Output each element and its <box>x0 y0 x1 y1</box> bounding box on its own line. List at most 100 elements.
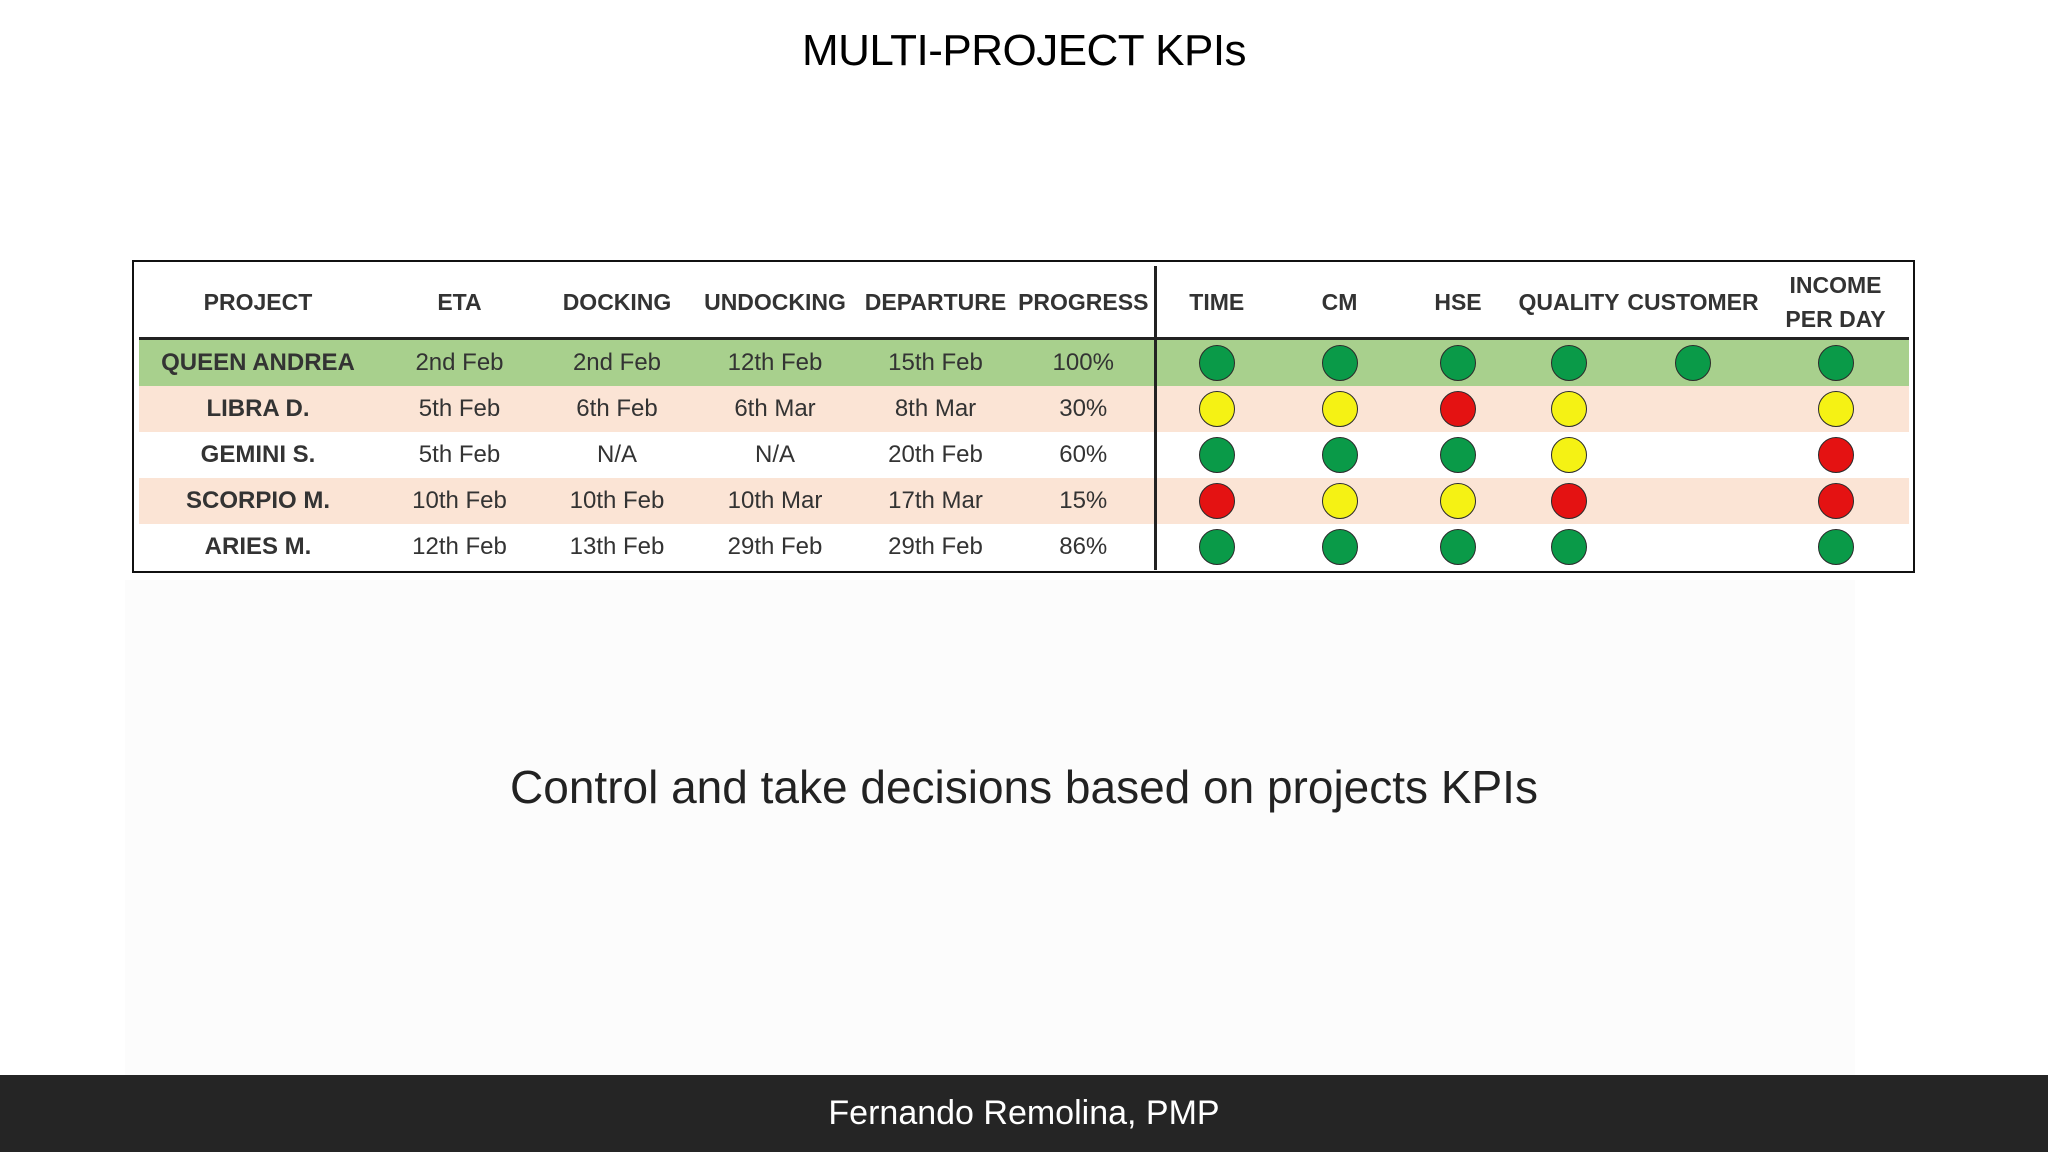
cell-project: ARIES M. <box>204 533 312 560</box>
cell-eta: 10th Feb <box>412 487 507 514</box>
cell-departure: 29th Feb <box>888 533 983 560</box>
cell-eta: 5th Feb <box>418 441 501 468</box>
cell-departure: 8th Mar <box>894 395 977 422</box>
footer-bar: Fernando Remolina, PMP <box>0 1075 2048 1152</box>
header-income-line1: INCOME <box>1789 271 1882 298</box>
cell-quality <box>1514 432 1624 478</box>
cell-departure: 17th Mar <box>888 487 983 514</box>
cell-income-per-day <box>1762 386 1909 432</box>
cell-docking: N/A <box>596 441 637 468</box>
green-status-indicator-icon <box>1440 437 1476 473</box>
cell-customer <box>1624 386 1762 432</box>
cell-income-per-day <box>1762 478 1909 524</box>
green-status-indicator-icon <box>1817 345 1854 381</box>
red-status-indicator-icon <box>1440 391 1476 427</box>
cell-time <box>1155 432 1277 478</box>
yellow-status-indicator-icon <box>1551 437 1587 473</box>
header-undocking: UNDOCKING <box>692 266 858 340</box>
cell-customer <box>1624 339 1762 387</box>
green-status-indicator-icon <box>1321 437 1358 473</box>
cell-cm <box>1277 339 1402 387</box>
green-status-indicator-icon <box>1440 345 1476 381</box>
cell-progress: 100% <box>1013 338 1157 386</box>
yellow-status-indicator-icon <box>1321 391 1358 427</box>
cell-hse <box>1402 386 1514 432</box>
cell-income-per-day <box>1762 524 1909 570</box>
cell-customer <box>1624 432 1762 478</box>
content-panel <box>125 580 1855 1075</box>
yellow-status-indicator-icon <box>1817 391 1854 427</box>
yellow-status-indicator-icon <box>1440 483 1476 519</box>
red-status-indicator-icon <box>1551 483 1587 519</box>
header-cm: CM <box>1277 266 1402 340</box>
red-status-indicator-icon <box>1817 483 1854 519</box>
green-status-indicator-icon <box>1198 529 1235 565</box>
table-row: QUEEN ANDREA 2nd Feb 2nd Feb 12th Feb 15th F… <box>139 338 1909 387</box>
green-status-indicator-icon <box>1675 345 1711 381</box>
cell-hse <box>1402 432 1514 478</box>
yellow-status-indicator-icon <box>1198 391 1235 427</box>
header-income-line2: PER DAY <box>1785 305 1886 332</box>
cell-cm <box>1277 432 1402 478</box>
header-quality: QUALITY <box>1514 266 1624 340</box>
cell-undocking: 10th Mar <box>727 487 823 514</box>
green-status-indicator-icon <box>1198 437 1235 473</box>
red-status-indicator-icon <box>1817 437 1854 473</box>
kpi-table-frame: PROJECT ETA DOCKING UNDOCKING DEPARTURE … <box>132 260 1915 573</box>
header-time: TIME <box>1155 266 1277 340</box>
header-departure: DEPARTURE <box>858 266 1013 340</box>
green-status-indicator-icon <box>1551 529 1587 565</box>
green-status-indicator-icon <box>1440 529 1476 565</box>
header-customer: CUSTOMER <box>1624 266 1762 340</box>
header-hse: HSE <box>1402 266 1514 340</box>
cell-project: LIBRA D. <box>206 395 310 422</box>
cell-project: SCORPIO M. <box>185 487 330 514</box>
cell-time <box>1155 478 1277 524</box>
cell-docking: 10th Feb <box>569 487 665 514</box>
yellow-status-indicator-icon <box>1551 391 1587 427</box>
cell-eta: 2nd Feb <box>415 349 504 376</box>
cell-departure: 15th Feb <box>888 349 983 376</box>
cell-departure: 20th Feb <box>888 441 983 468</box>
cell-time <box>1155 386 1277 432</box>
table-body: QUEEN ANDREA 2nd Feb 2nd Feb 12th Feb 15th F… <box>139 338 1909 570</box>
cell-docking: 6th Feb <box>576 395 658 422</box>
cell-cm <box>1277 386 1402 432</box>
footer-author: Fernando Remolina, PMP <box>828 1094 1220 1132</box>
cell-undocking: 12th Feb <box>727 349 823 376</box>
cell-quality <box>1514 478 1624 524</box>
table-row: GEMINI S. 5th Feb N/A N/A 20th Feb 60% <box>139 432 1909 478</box>
cell-eta: 12th Feb <box>412 533 507 560</box>
green-status-indicator-icon <box>1817 529 1854 565</box>
cell-undocking: N/A <box>754 441 795 468</box>
header-eta: ETA <box>377 266 542 340</box>
table-row: SCORPIO M. 10th Feb 10th Feb 10th Mar 17th M… <box>139 478 1909 524</box>
cell-hse <box>1402 339 1514 387</box>
cell-progress: 30% <box>1013 386 1157 432</box>
cell-progress: 15% <box>1013 478 1157 524</box>
cell-cm <box>1277 478 1402 524</box>
header-project: PROJECT <box>139 266 377 340</box>
slide-title: MULTI-PROJECT KPIs <box>801 26 1247 75</box>
cell-time <box>1155 339 1277 387</box>
cell-eta: 5th Feb <box>418 395 501 422</box>
cell-project: GEMINI S. <box>200 441 316 468</box>
cell-quality <box>1514 339 1624 387</box>
cell-docking: 2nd Feb <box>572 349 662 376</box>
cell-docking: 13th Feb <box>569 533 665 560</box>
cell-cm <box>1277 524 1402 570</box>
green-status-indicator-icon <box>1321 529 1358 565</box>
red-status-indicator-icon <box>1198 483 1235 519</box>
cell-customer <box>1624 524 1762 570</box>
cell-quality <box>1514 524 1624 570</box>
green-status-indicator-icon <box>1551 345 1587 381</box>
yellow-status-indicator-icon <box>1321 483 1358 519</box>
cell-income-per-day <box>1762 339 1909 387</box>
green-status-indicator-icon <box>1321 345 1358 381</box>
header-income-per-day: INCOME PER DAY <box>1762 266 1909 340</box>
cell-time <box>1155 524 1277 570</box>
header-progress: PROGRESS <box>1013 266 1157 340</box>
cell-customer <box>1624 478 1762 524</box>
cell-progress: 86% <box>1013 524 1157 570</box>
